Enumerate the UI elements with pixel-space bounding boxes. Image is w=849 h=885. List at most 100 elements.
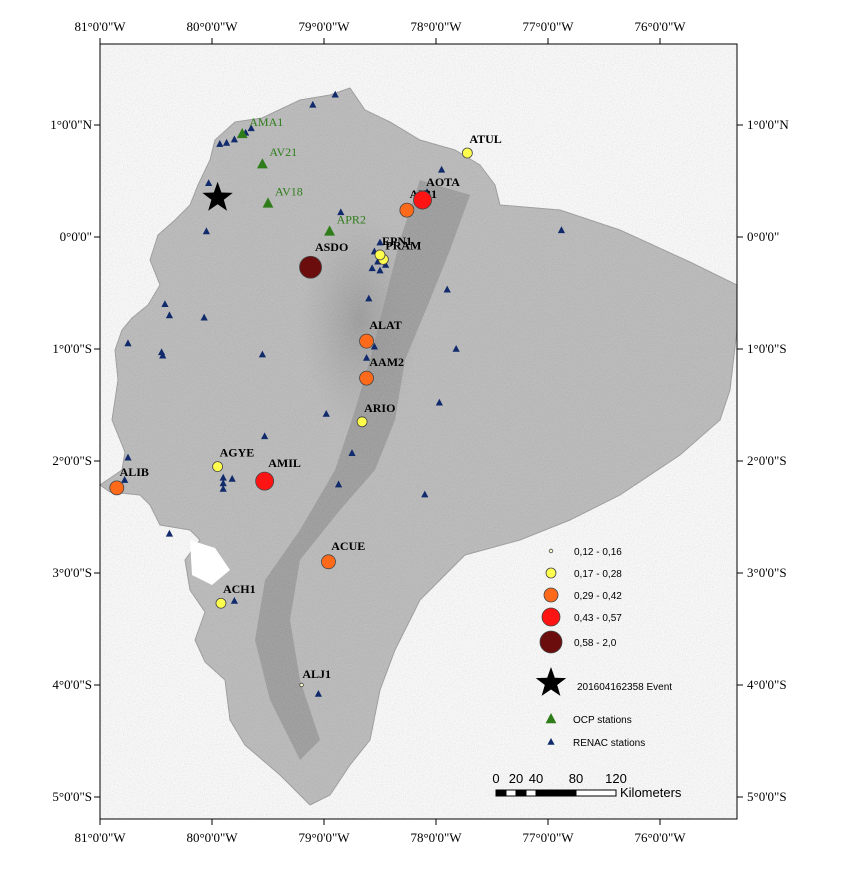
- legend-label: 0,43 - 0,57: [574, 613, 622, 624]
- y-tick-label-right: 4°0'0"S: [747, 677, 787, 692]
- legend-swatch: [539, 630, 563, 654]
- x-tick-label-bottom: 81°0'0"W: [74, 830, 126, 845]
- renac-station-marker: [228, 474, 236, 482]
- scale-tick-label: 120: [605, 771, 627, 786]
- x-tick-label-bottom: 76°0'0"W: [634, 830, 686, 845]
- station-label: ALJ1: [302, 667, 331, 681]
- scale-segment: [575, 789, 617, 797]
- station-marker: [359, 370, 374, 386]
- legend-event-star-icon: [535, 667, 567, 696]
- station-label: PRAM: [385, 238, 421, 252]
- legend-swatch: [543, 587, 559, 603]
- renac-station-marker: [258, 350, 266, 358]
- y-tick-label-right: 5°0'0"S: [747, 789, 787, 804]
- renac-station-marker: [382, 261, 390, 268]
- station-label: ARIO: [364, 401, 395, 415]
- renac-station-marker: [219, 485, 227, 492]
- scale-unit-label: Kilometers: [620, 785, 682, 800]
- scale-tick-label: 80: [569, 771, 583, 786]
- legend-event-label: 201604162358 Event: [577, 682, 672, 693]
- x-tick-label-bottom: 77°0'0"W: [522, 830, 574, 845]
- renac-station-marker: [314, 689, 322, 697]
- legend-label: 0,58 - 2,0: [574, 638, 617, 649]
- legend-ocp-label: OCP stations: [573, 715, 632, 726]
- renac-station-marker: [124, 339, 132, 347]
- station-layer: ATULAIB1AOTAPRAMEPN1ASDOALATAAM2ARIOAGYE…: [109, 132, 502, 688]
- station-marker: [461, 147, 473, 159]
- station-label: ALIB: [120, 465, 149, 479]
- legend-ocp-icon: [545, 713, 557, 724]
- renac-station-marker: [365, 294, 373, 302]
- renac-station-marker: [376, 266, 384, 274]
- renac-station-marker: [161, 300, 169, 307]
- station-label: ACUE: [331, 539, 365, 553]
- renac-station-marker: [222, 138, 231, 146]
- x-tick-label-top: 77°0'0"W: [522, 19, 574, 34]
- legend-swatch: [548, 548, 554, 554]
- station-label: AAM2: [369, 355, 404, 369]
- y-tick-label-right: 2°0'0"S: [747, 453, 787, 468]
- x-tick-label-bottom: 78°0'0"W: [410, 830, 462, 845]
- station-label: AOTA: [426, 175, 460, 189]
- renac-station-marker: [124, 453, 132, 461]
- ocp-station-label: AMA1: [249, 115, 283, 129]
- legend-label: 0,17 - 0,28: [574, 569, 622, 580]
- legend-swatch: [541, 607, 561, 627]
- scale-segment: [505, 789, 517, 797]
- renac-station-marker: [205, 179, 213, 187]
- ocp-layer: AMA1 AV21 AV18 APR2: [236, 115, 366, 236]
- ocp-station-marker: [257, 158, 268, 169]
- renac-station-marker: [261, 432, 269, 440]
- renac-station-marker: [337, 208, 345, 216]
- renac-station-marker: [219, 473, 227, 481]
- renac-station-marker: [557, 226, 566, 234]
- station-label: AGYE: [220, 446, 255, 460]
- renac-station-marker: [216, 140, 224, 147]
- scale-segment: [525, 789, 537, 797]
- scale-tick-label: 20: [509, 771, 523, 786]
- renac-station-marker: [370, 342, 378, 350]
- renac-station-marker: [230, 135, 238, 143]
- station-label: AMIL: [268, 456, 301, 470]
- renac-station-marker: [435, 398, 443, 406]
- renac-layer: [121, 90, 566, 697]
- y-tick-label-right: 3°0'0"S: [747, 565, 787, 580]
- legend-label: 0,29 - 0,42: [574, 591, 622, 602]
- ocp-station-label: APR2: [337, 212, 366, 226]
- renac-station-marker: [159, 351, 167, 359]
- scale-segment: [495, 789, 507, 797]
- station-marker: [413, 190, 432, 210]
- legend-swatch: [545, 567, 557, 579]
- renac-station-marker: [443, 285, 451, 293]
- terrain-texture: [100, 44, 737, 819]
- renac-station-marker: [219, 479, 227, 487]
- station-marker: [212, 461, 224, 473]
- station-marker: [374, 249, 386, 261]
- station-marker: [321, 554, 336, 570]
- renac-station-marker: [322, 409, 330, 417]
- y-tick-label-left: 0°0'0": [60, 229, 92, 244]
- renac-station-marker: [334, 480, 343, 488]
- gulf-island: [190, 540, 230, 585]
- renac-station-marker: [165, 529, 174, 537]
- event-layer: [202, 181, 233, 211]
- renac-station-marker: [421, 490, 429, 498]
- x-tick-label-top: 79°0'0"W: [298, 19, 350, 34]
- x-tick-label-top: 78°0'0"W: [410, 19, 462, 34]
- station-label: ACH1: [223, 582, 256, 596]
- station-marker: [109, 480, 125, 496]
- station-marker: [215, 597, 227, 609]
- legend: 0,12 - 0,16 0,17 - 0,28 0,29 - 0,42 0,43 - …: [535, 547, 672, 749]
- renac-station-marker: [348, 449, 356, 456]
- y-tick-label-left: 2°0'0"S: [52, 453, 92, 468]
- station-label: ATUL: [469, 132, 501, 146]
- scale-segment: [535, 789, 577, 797]
- graticule-ticks: 81°0'0"W 81°0'0"W 80°0'0"W 80°0'0"W 79°0'0"W…: [50, 19, 789, 845]
- ocp-station-marker: [324, 225, 335, 236]
- ocp-station-label: AV21: [269, 145, 297, 159]
- renac-station-marker: [202, 227, 210, 235]
- x-tick-label-bottom: 79°0'0"W: [298, 830, 350, 845]
- y-tick-label-left: 3°0'0"S: [52, 565, 92, 580]
- scale-segment: [515, 789, 527, 797]
